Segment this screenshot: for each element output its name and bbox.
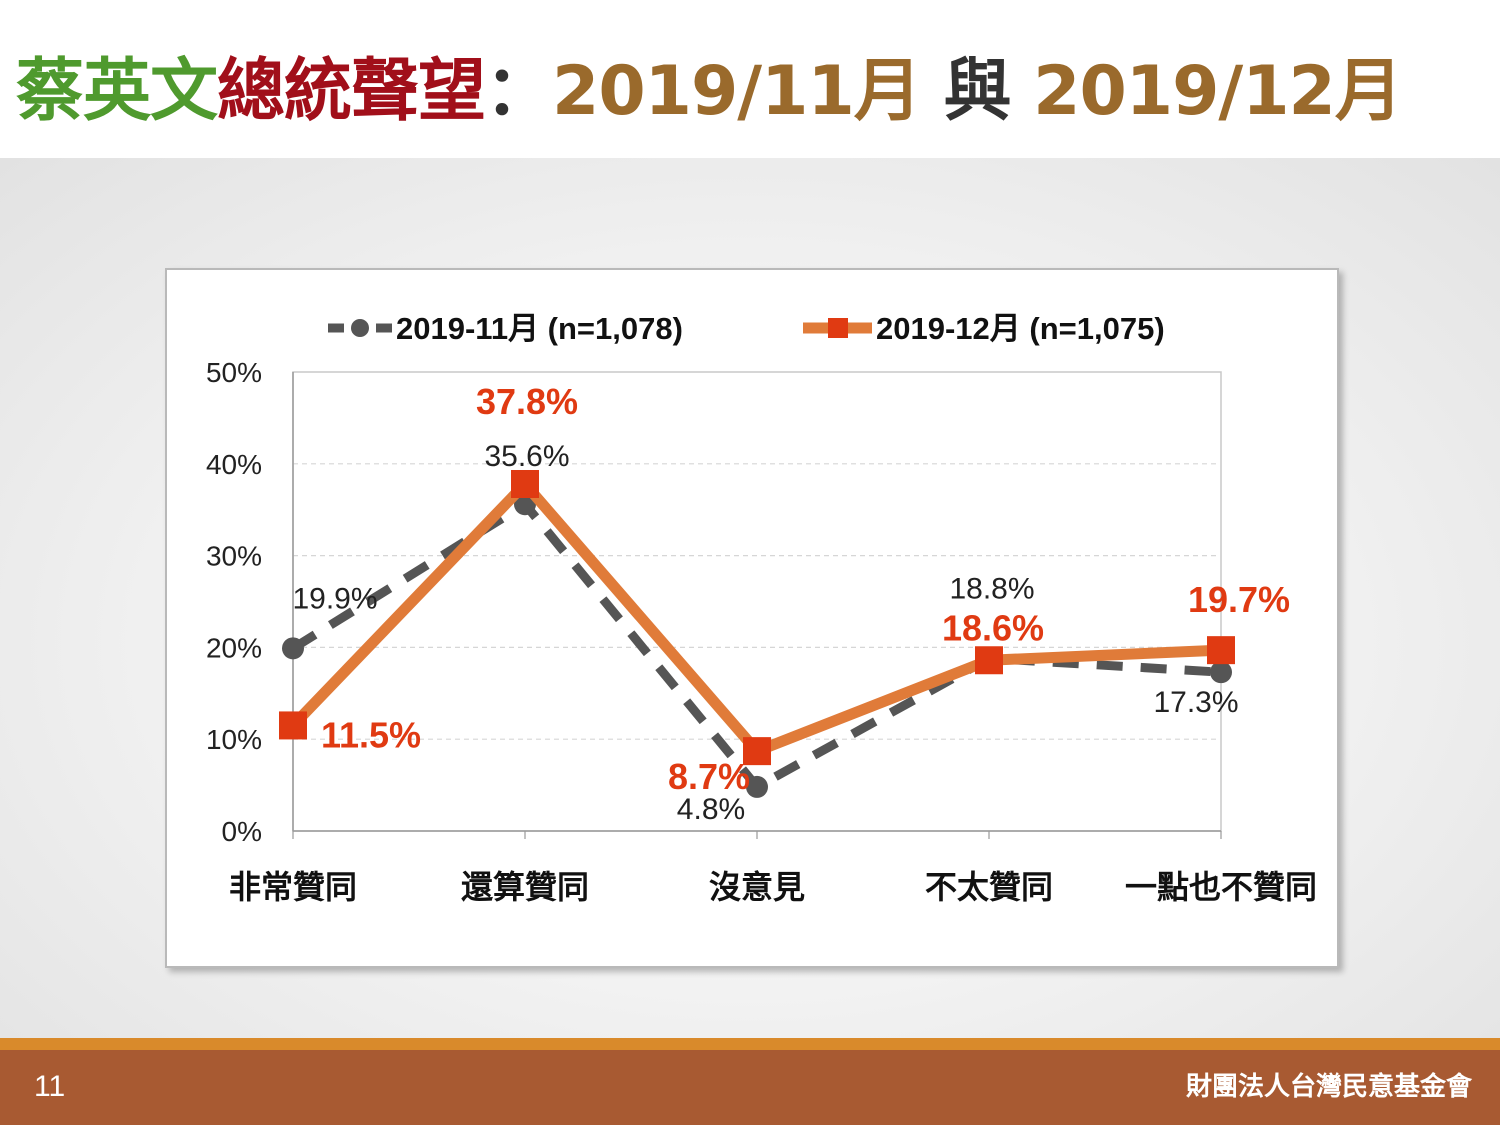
chart-frame bbox=[165, 268, 1339, 968]
title-connector: 與 bbox=[920, 52, 1034, 131]
series-line-2019-12 bbox=[289, 478, 1222, 757]
data-label-2019-12: 37.8% bbox=[476, 381, 578, 422]
y-tick-label: 40% bbox=[206, 449, 262, 480]
data-label-2019-12: 8.7% bbox=[668, 756, 750, 797]
footer-stripe bbox=[0, 1038, 1500, 1050]
x-tick-label: 非常贊同 bbox=[229, 869, 357, 905]
title-topic: 總統聲望 bbox=[217, 52, 486, 131]
data-label-2019-11: 35.6% bbox=[484, 440, 569, 473]
series-point-2019-12 bbox=[279, 711, 307, 740]
y-tick-label: 10% bbox=[206, 724, 262, 755]
page-number: 11 bbox=[34, 1070, 66, 1103]
x-tick-label: 還算贊同 bbox=[461, 869, 589, 905]
organization-name: 財團法人台灣民意基金會 bbox=[1185, 1072, 1472, 1102]
title-bar: 蔡英文總統聲望：2019/11月 與 2019/12月 bbox=[0, 0, 1500, 158]
legend-label-2019-12: 2019-12月 (n=1,075) bbox=[876, 311, 1165, 346]
data-label-2019-11: 18.8% bbox=[949, 572, 1034, 605]
page-title: 蔡英文總統聲望：2019/11月 與 2019/12月 bbox=[16, 42, 1403, 142]
data-label-2019-11: 19.9% bbox=[292, 582, 377, 615]
data-label-2019-11: 17.3% bbox=[1153, 686, 1238, 719]
data-label-2019-12: 18.6% bbox=[942, 607, 1044, 648]
y-tick-label: 0% bbox=[222, 816, 262, 847]
title-colon: ： bbox=[485, 52, 553, 131]
data-label-2019-11: 4.8% bbox=[677, 793, 745, 826]
footer-bar bbox=[0, 1050, 1500, 1125]
data-label-2019-12: 19.7% bbox=[1188, 579, 1290, 620]
title-period-2: 2019/12月 bbox=[1033, 52, 1403, 131]
series-point-2019-12 bbox=[1207, 636, 1235, 665]
legend-swatch-marker-2019-12 bbox=[828, 318, 848, 338]
series-point-2019-11 bbox=[1210, 661, 1232, 684]
x-tick-label: 沒意見 bbox=[709, 869, 805, 905]
series-point-2019-11 bbox=[282, 637, 304, 660]
series-point-2019-12 bbox=[511, 469, 539, 498]
title-name: 蔡英文 bbox=[16, 52, 218, 131]
x-tick-label: 不太贊同 bbox=[925, 869, 1053, 905]
y-tick-label: 50% bbox=[206, 357, 262, 388]
y-tick-label: 30% bbox=[206, 541, 262, 572]
x-tick-label: 一點也不贊同 bbox=[1125, 869, 1317, 905]
series-point-2019-12 bbox=[743, 737, 771, 766]
legend-swatch-marker-2019-11 bbox=[351, 319, 369, 337]
title-period-1: 2019/11月 bbox=[552, 52, 922, 131]
series-point-2019-12 bbox=[975, 646, 1003, 675]
y-tick-label: 20% bbox=[206, 632, 262, 663]
series-point-2019-11 bbox=[746, 775, 768, 798]
data-label-2019-12: 11.5% bbox=[321, 714, 421, 755]
legend-label-2019-11: 2019-11月 (n=1,078) bbox=[396, 311, 683, 346]
